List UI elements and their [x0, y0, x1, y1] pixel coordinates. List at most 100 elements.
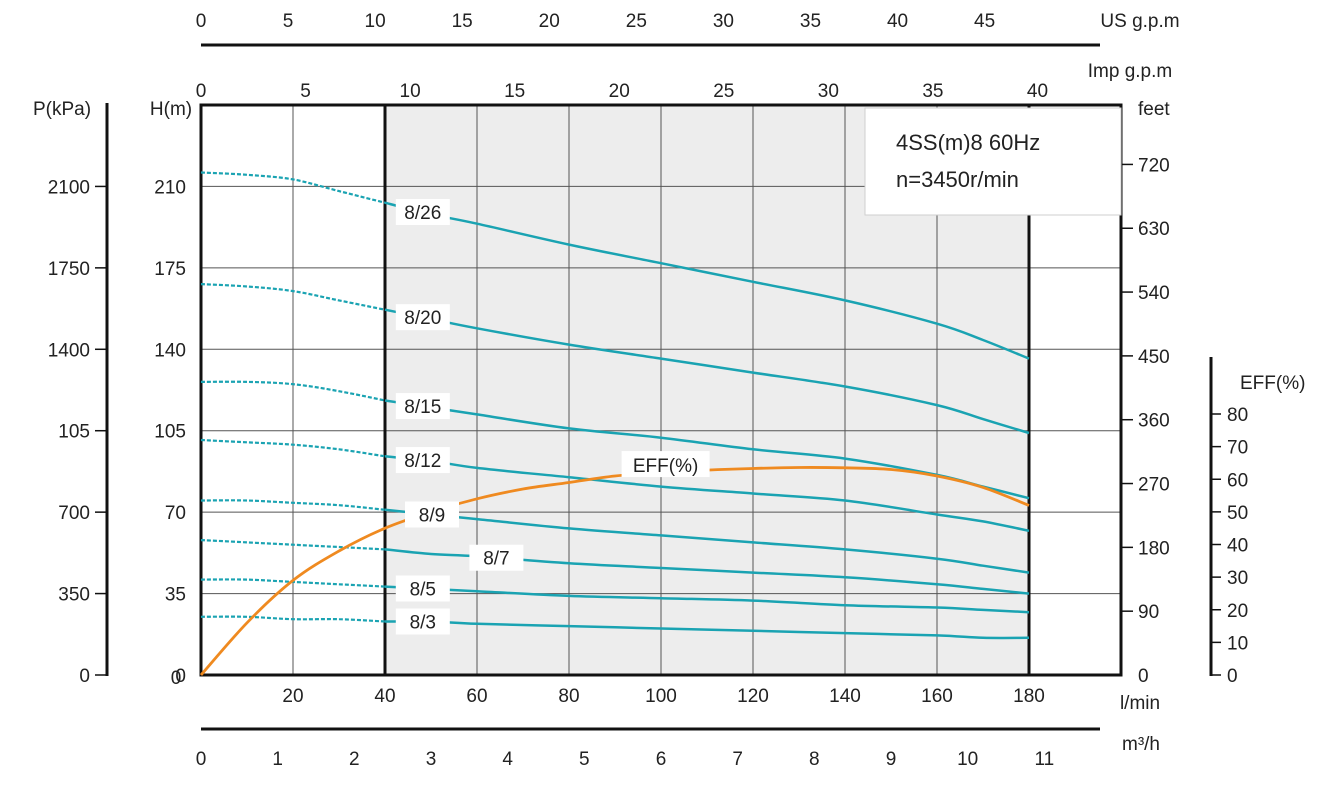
- pressure-tick-label: 105: [58, 422, 90, 443]
- head-curve-dashed: [200, 499, 386, 511]
- feet-tick-label: 90: [1138, 602, 1159, 623]
- pressure-tick-label: 0: [79, 666, 90, 687]
- x-zero-label: 0: [171, 668, 182, 689]
- efficiency-curve-label: EFF(%): [633, 456, 698, 477]
- curve-label-background: [469, 544, 524, 571]
- efficiency-tick-label: 70: [1227, 438, 1248, 459]
- curve-label: 8/20: [404, 308, 441, 329]
- curve-label-background: [395, 304, 450, 331]
- head-curve-dashed: [200, 171, 386, 204]
- curve-label: 8/7: [483, 549, 509, 570]
- m3h-tick-label: 11: [1034, 749, 1054, 770]
- efficiency-tick-label: 60: [1227, 470, 1248, 491]
- pressure-tick-label: 2100: [48, 177, 90, 198]
- head-curve-dashed: [200, 438, 386, 458]
- m3h-tick-label: 3: [426, 749, 437, 770]
- head-curve: [384, 455, 1030, 533]
- feet-axis-label: feet: [1138, 99, 1170, 120]
- m3h-tick-label: 9: [886, 749, 897, 770]
- head-curve-dashed: [200, 283, 386, 311]
- x-tick-label: 140: [829, 686, 861, 707]
- curve-label-background: [395, 447, 450, 474]
- head-curve: [384, 548, 1030, 595]
- curve-label: 8/5: [410, 579, 436, 600]
- curves-layer: [199, 171, 1030, 676]
- curve-label: 8/3: [410, 612, 436, 633]
- efficiency-tick-label: 10: [1227, 633, 1248, 654]
- x-tick-label: 20: [282, 686, 303, 707]
- pressure-tick-label: 700: [58, 503, 90, 524]
- feet-tick-label: 450: [1138, 347, 1170, 368]
- m3h-tick-label: 7: [732, 749, 743, 770]
- efficiency-label-background: [621, 451, 710, 478]
- plot-frame: [199, 103, 1123, 677]
- us-gpm-tick-label: 30: [713, 11, 734, 32]
- efficiency-tick-label: 30: [1227, 568, 1248, 589]
- title-box-background: [864, 107, 1122, 216]
- efficiency-tick-label: 40: [1227, 536, 1248, 557]
- imp-gpm-tick-label: 20: [609, 81, 630, 102]
- curve-label: 8/12: [404, 451, 441, 472]
- curve-label: 8/26: [404, 203, 441, 224]
- head-curve-dashed: [200, 615, 386, 623]
- x-axis-label: l/min: [1120, 693, 1160, 714]
- us-gpm-axis-label: US g.p.m: [1100, 11, 1179, 32]
- y-axis-label: H(m): [150, 99, 192, 120]
- efficiency-tick-label: 80: [1227, 405, 1248, 426]
- m3h-axis-label: m³/h: [1122, 734, 1160, 755]
- y-tick-label: 140: [154, 340, 186, 361]
- curve-label: 8/9: [419, 505, 445, 526]
- chart-title-line-1: 4SS(m)8 60Hz: [896, 130, 1040, 155]
- us-gpm-tick-label: 45: [974, 11, 995, 32]
- pressure-tick-label: 1400: [48, 340, 90, 361]
- x-tick-label: 40: [374, 686, 395, 707]
- title-box: 4SS(m)8 60Hz n=3450r/min: [864, 107, 1122, 216]
- chart-title-line-2: n=3450r/min: [896, 167, 1019, 192]
- m3h-tick-label: 8: [809, 749, 820, 770]
- feet-tick-label: 360: [1138, 411, 1170, 432]
- labels-layer: 8/26 8/20 8/15 8/12 8/9 8/7 8/5 8/3 EFF(%): [395, 199, 710, 635]
- efficiency-axis-label: EFF(%): [1240, 373, 1305, 394]
- y-tick-label: 105: [154, 422, 186, 443]
- y-tick-label: 210: [154, 177, 186, 198]
- m3h-tick-label: 4: [502, 749, 513, 770]
- head-curve: [384, 201, 1030, 360]
- x-tick-label: 120: [737, 686, 769, 707]
- us-gpm-tick-label: 35: [800, 11, 821, 32]
- pressure-tick-label: 350: [58, 585, 90, 606]
- imp-gpm-tick-label: 35: [922, 81, 943, 102]
- head-curve: [384, 585, 1030, 614]
- head-curve-dashed: [200, 539, 386, 551]
- x-tick-label: 80: [558, 686, 579, 707]
- head-curve: [384, 508, 1030, 574]
- imp-gpm-tick-label: 10: [400, 81, 421, 102]
- feet-tick-label: 270: [1138, 475, 1170, 496]
- y-tick-label: 35: [165, 585, 186, 606]
- m3h-tick-label: 6: [656, 749, 667, 770]
- curve-label-background: [395, 608, 450, 635]
- head-curve: [384, 308, 1030, 435]
- head-curve-dashed: [200, 380, 386, 402]
- feet-tick-label: 180: [1138, 538, 1170, 559]
- m3h-tick-label: 1: [272, 749, 283, 770]
- us-gpm-tick-label: 40: [887, 11, 908, 32]
- curve-label-background: [395, 199, 450, 226]
- head-curve: [384, 620, 1030, 640]
- imp-gpm-tick-label: 5: [300, 81, 311, 102]
- imp-gpm-tick-label: 30: [818, 81, 839, 102]
- m3h-tick-label: 10: [957, 749, 978, 770]
- x-tick-label: 100: [645, 686, 677, 707]
- m3h-tick-label: 2: [349, 749, 360, 770]
- y-tick-label: 0: [175, 666, 186, 687]
- curve-label: 8/15: [404, 397, 441, 418]
- us-gpm-tick-label: 15: [452, 11, 473, 32]
- us-gpm-tick-label: 20: [539, 11, 560, 32]
- feet-tick-label: 540: [1138, 283, 1170, 304]
- curve-label-background: [395, 393, 450, 420]
- imp-gpm-tick-label: 40: [1027, 81, 1048, 102]
- pressure-axis-label: P(kPa): [33, 99, 91, 120]
- pressure-tick-label: 1750: [48, 259, 90, 280]
- us-gpm-tick-label: 0: [196, 11, 207, 32]
